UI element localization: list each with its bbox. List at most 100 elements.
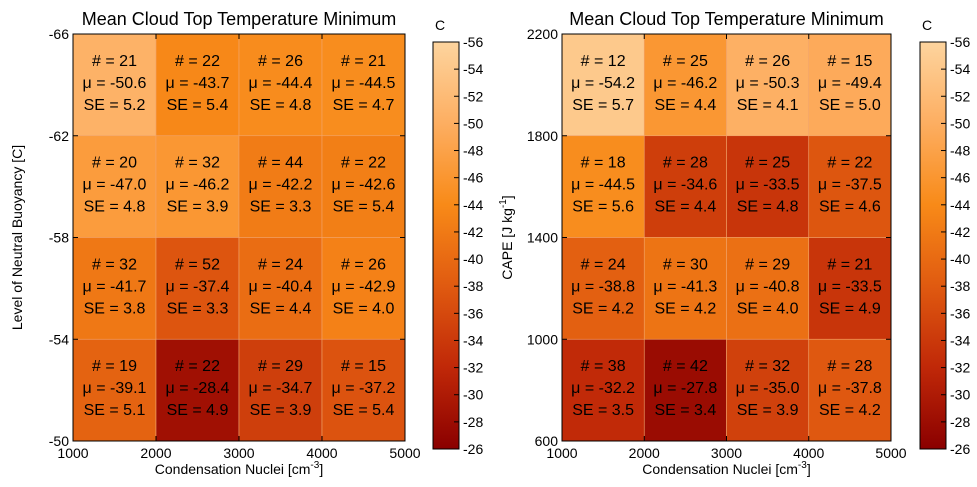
- colorbar-tick-label: -36: [950, 305, 970, 321]
- y-tick-label: -58: [49, 230, 69, 246]
- cell-se-label: SE = 3.5: [572, 402, 634, 419]
- cell-count-label: # = 25: [663, 53, 708, 70]
- cell-se-label: SE = 4.0: [333, 300, 395, 317]
- cell-se-label: SE = 4.7: [333, 97, 395, 114]
- cell-count-label: # = 22: [341, 155, 386, 172]
- cell-count-label: # = 28: [663, 155, 708, 172]
- cell-count-label: # = 32: [92, 256, 137, 273]
- y-tick-label: 1000: [527, 331, 558, 347]
- x-axis-label-tail: ]: [319, 461, 323, 477]
- cell-se-label: SE = 5.4: [167, 97, 229, 114]
- cell-count-label: # = 52: [175, 256, 220, 273]
- colorbar-tick-label: -50: [463, 115, 483, 131]
- cell-se-label: SE = 5.1: [84, 402, 146, 419]
- x-tick-label: 4000: [306, 445, 337, 461]
- cell-count-label: # = 38: [581, 358, 626, 375]
- heatmap-cell: [808, 237, 892, 340]
- x-tick-label: 1000: [57, 445, 88, 461]
- colorbar-tick-label: -50: [950, 115, 970, 131]
- colorbar-tick-label: -28: [950, 414, 970, 430]
- colorbar-tick-label: -30: [950, 387, 970, 403]
- cell-se-label: SE = 4.9: [819, 300, 881, 317]
- colorbar-tick-label: -36: [463, 305, 483, 321]
- cell-mean-label: μ = -37.5: [818, 177, 882, 194]
- cell-mean-label: μ = -35.0: [736, 380, 800, 397]
- cell-count-label: # = 26: [341, 256, 386, 273]
- cell-count-label: # = 22: [827, 155, 872, 172]
- cell-count-label: # = 12: [581, 53, 626, 70]
- cell-se-label: SE = 4.9: [167, 402, 229, 419]
- y-tick-label: -50: [49, 433, 69, 449]
- cell-se-label: SE = 4.4: [250, 300, 312, 317]
- y-axis-label-tail: ]: [499, 195, 515, 199]
- colorbar-tick-label: -46: [950, 170, 970, 186]
- cell-se-label: SE = 4.6: [819, 199, 881, 216]
- cell-mean-label: μ = -34.7: [249, 380, 313, 397]
- heatmap-cell: [155, 338, 240, 442]
- cell-mean-label: μ = -33.5: [818, 278, 882, 295]
- colorbar-unit-label: C: [435, 17, 445, 33]
- cell-count-label: # = 22: [175, 53, 220, 70]
- cell-mean-label: μ = -44.5: [332, 75, 396, 92]
- cell-se-label: SE = 3.3: [250, 199, 312, 216]
- y-axis-label-text: Level of Neutral Buoyancy [C]: [9, 145, 25, 330]
- heatmap-cell: [643, 135, 727, 238]
- colorbar-tick-label: -42: [463, 224, 483, 240]
- colorbar-tick-label: -46: [463, 170, 483, 186]
- cell-count-label: # = 25: [745, 155, 790, 172]
- cell-se-label: SE = 3.9: [167, 199, 229, 216]
- cell-count-label: # = 21: [92, 53, 137, 70]
- heatmap-cell: [321, 33, 406, 137]
- cell-se-label: SE = 4.4: [654, 97, 716, 114]
- cell-count-label: # = 24: [581, 256, 626, 273]
- x-tick-label: 3000: [711, 445, 742, 461]
- cell-se-label: SE = 5.2: [84, 97, 146, 114]
- x-tick-label: 4000: [793, 445, 824, 461]
- heatmap-cell: [726, 33, 810, 137]
- cell-mean-label: μ = -42.9: [332, 278, 396, 295]
- cell-count-label: # = 22: [175, 358, 220, 375]
- cell-mean-label: μ = -46.2: [653, 75, 717, 92]
- cell-se-label: SE = 3.8: [84, 300, 146, 317]
- cell-count-label: # = 28: [827, 358, 872, 375]
- cell-mean-label: μ = -34.6: [653, 177, 717, 194]
- x-axis-label-sup: -3: [798, 460, 807, 471]
- heatmap-cell: [72, 338, 157, 442]
- cell-count-label: # = 44: [258, 155, 303, 172]
- colorbar-tick-label: -40: [463, 251, 483, 267]
- cell-se-label: SE = 5.7: [572, 97, 634, 114]
- x-tick-label: 2000: [629, 445, 660, 461]
- colorbar-gradient: [432, 41, 460, 450]
- cell-mean-label: μ = -37.2: [332, 380, 396, 397]
- x-tick-label: 5000: [875, 445, 906, 461]
- x-axis-label-sup: -3: [310, 460, 319, 471]
- y-tick-label: 2200: [527, 26, 558, 42]
- colorbar-tick-label: -42: [950, 224, 970, 240]
- cell-se-label: SE = 4.2: [819, 402, 881, 419]
- cell-se-label: SE = 4.1: [737, 97, 799, 114]
- cell-count-label: # = 29: [745, 256, 790, 273]
- cell-se-label: SE = 5.6: [572, 199, 634, 216]
- colorbar-tick-label: -52: [463, 88, 483, 104]
- cell-count-label: # = 21: [341, 53, 386, 70]
- cell-mean-label: μ = -50.3: [736, 75, 800, 92]
- heatmap-cell: [643, 237, 727, 340]
- x-axis-label: Condensation Nuclei [cm-3]: [642, 460, 810, 477]
- heatmap-cell: [72, 135, 157, 238]
- heatmap-cell: [561, 338, 645, 442]
- cell-se-label: SE = 3.4: [654, 402, 716, 419]
- y-tick-label: -62: [49, 128, 69, 144]
- cell-count-label: # = 24: [258, 256, 303, 273]
- cell-count-label: # = 15: [827, 53, 872, 70]
- cell-se-label: SE = 5.4: [333, 199, 395, 216]
- heatmap-cell: [72, 33, 157, 137]
- colorbar-tick-label: -38: [463, 278, 483, 294]
- colorbar-tick-label: -40: [950, 251, 970, 267]
- colorbar-tick-label: -28: [463, 414, 483, 430]
- cell-count-label: # = 15: [341, 358, 386, 375]
- colorbar-tick-label: -34: [950, 332, 970, 348]
- colorbar-tick-label: -54: [463, 61, 483, 77]
- y-tick-label: 1400: [527, 230, 558, 246]
- cell-mean-label: μ = -32.2: [571, 380, 635, 397]
